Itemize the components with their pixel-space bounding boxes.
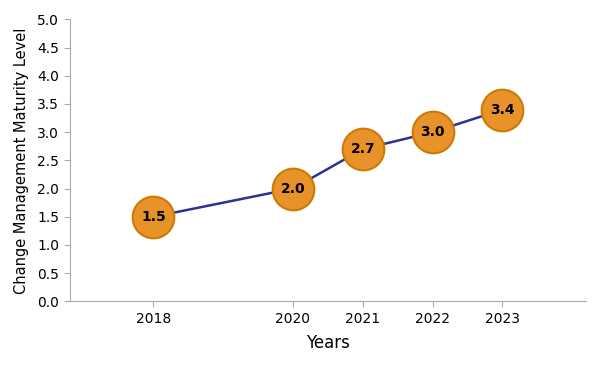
Text: 1.5: 1.5: [141, 210, 166, 224]
Text: 2.0: 2.0: [281, 182, 305, 195]
Text: 3.0: 3.0: [421, 125, 445, 139]
X-axis label: Years: Years: [306, 334, 350, 352]
Point: [497, 107, 507, 113]
Point: [358, 146, 368, 152]
Text: 2.7: 2.7: [350, 142, 375, 156]
Point: [288, 186, 298, 191]
Y-axis label: Change Management Maturity Level: Change Management Maturity Level: [14, 27, 29, 294]
Text: 3.4: 3.4: [490, 102, 515, 117]
Point: [149, 214, 158, 220]
Point: [428, 129, 437, 135]
